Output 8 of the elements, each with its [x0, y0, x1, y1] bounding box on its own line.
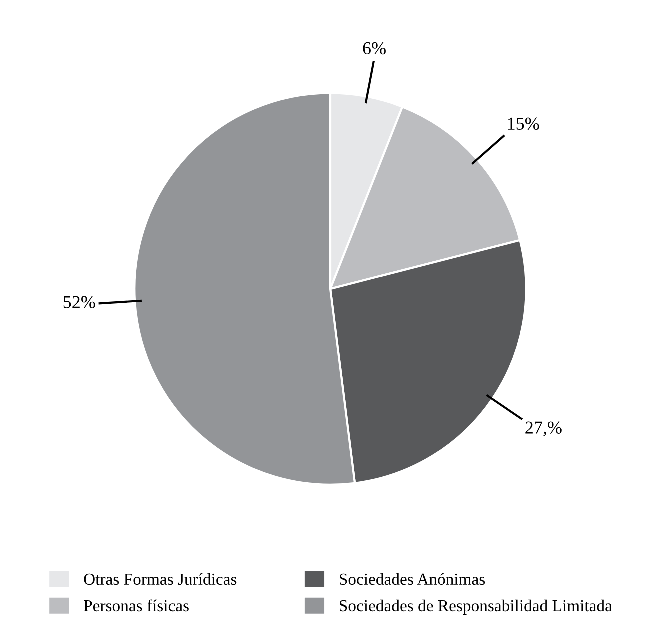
legend-label: Sociedades de Responsabilidad Limitada	[340, 600, 612, 615]
legend-label: Sociedades Anónimas	[340, 573, 486, 586]
data-label: 52%	[64, 296, 96, 308]
data-label: 15%	[508, 118, 540, 130]
legend-label: Otras Formas Jurídicas	[84, 573, 237, 586]
data-label: 27,%	[526, 422, 562, 436]
data-label: 6%	[363, 42, 386, 55]
legend-label: Personas físicas	[84, 600, 189, 612]
